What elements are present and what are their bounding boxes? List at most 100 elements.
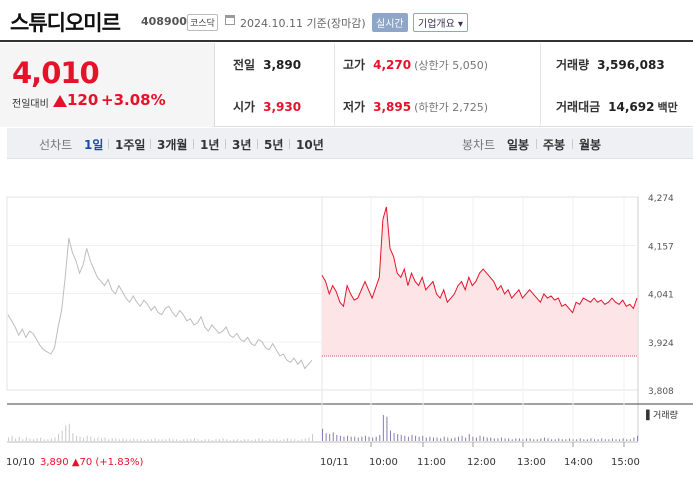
volume-bar (615, 439, 617, 441)
volume-bar (497, 438, 499, 441)
volume-bar (637, 435, 638, 441)
x-tick-label: 13:00 (517, 457, 546, 468)
volume-bar (329, 434, 331, 441)
volume-bar (118, 439, 120, 441)
volume-bar (254, 439, 256, 441)
volume-bar (561, 439, 563, 441)
volume-bar (312, 434, 313, 441)
as-of-date: 2024.10.11 기준(장마감) (240, 17, 366, 30)
volume-bar (294, 439, 296, 441)
tab-1y[interactable]: 1년 (200, 138, 220, 152)
stock-name: 스튜디오미르 (10, 11, 121, 35)
volume-bar (336, 434, 338, 441)
candle-chart-label: 봉차트 (462, 138, 496, 152)
volume-bar (322, 428, 323, 441)
volume-bar (154, 438, 156, 441)
volume-bar (86, 435, 88, 441)
volume-bar (47, 439, 49, 441)
volume-bar (61, 430, 63, 441)
volume-bar (479, 435, 481, 441)
volume-bar (304, 438, 306, 441)
volume-bar (518, 438, 520, 441)
volume-bar (193, 438, 195, 441)
volume-bar (590, 438, 592, 441)
volume-bar (511, 439, 513, 441)
volume-bar (97, 437, 99, 441)
volume-bar-icon: ▌ (645, 409, 653, 421)
volume-bar (219, 439, 221, 441)
volume-bar (172, 439, 174, 441)
volume-bar (269, 439, 271, 441)
stock-header: 스튜디오미르 408900 코스닥 2024.10.11 기준(장마감) 실시간… (0, 0, 693, 42)
amount-label: 거래대금 (556, 100, 601, 114)
volume-bar (454, 437, 456, 441)
volume-bar (186, 439, 188, 441)
tab-3m[interactable]: 3개월 (157, 138, 188, 152)
current-price: 4,010 (12, 56, 100, 90)
x-axis-labels: 10/10 10/11 10:00 11:00 12:00 13:00 14:00 15:00 (6, 457, 640, 468)
tab-3y[interactable]: 3년 (232, 138, 252, 152)
volume-bar (393, 433, 395, 441)
company-info-button[interactable]: 기업개요 ▾ (413, 13, 468, 32)
volume-bar (486, 437, 488, 441)
y-tick-label: 4,041 (648, 291, 674, 301)
tab-weekly-candle[interactable]: 주봉 (543, 138, 566, 152)
tab-1w[interactable]: 1주일 (115, 138, 146, 152)
volume-bar (558, 438, 560, 441)
volume-bar (364, 435, 366, 441)
y-tick-label: 4,274 (648, 194, 674, 204)
volume-bar (79, 436, 81, 441)
volume-bar (100, 438, 102, 441)
volume-bar (50, 438, 52, 441)
volume-bar (375, 436, 377, 441)
volume-bar (572, 439, 574, 441)
tab-monthly-candle[interactable]: 월봉 (579, 138, 602, 152)
volume-bar (133, 438, 135, 441)
volume-bar (447, 437, 449, 441)
volume-bar (261, 439, 263, 441)
volume-bar (75, 435, 77, 441)
volume-bar (25, 437, 27, 441)
volume-bar (354, 436, 356, 441)
volume-bar (461, 435, 463, 441)
volume-bar (272, 439, 274, 441)
change-value: 120 (67, 91, 99, 109)
volume-bar (286, 438, 288, 441)
volume-bar (126, 439, 128, 441)
volume-bar (350, 436, 352, 441)
volume-bar (529, 438, 531, 441)
volume-bar (458, 436, 460, 441)
volume-bar (147, 439, 149, 441)
volume-bar (415, 435, 417, 441)
volume-bar (386, 416, 388, 441)
volume-bar (533, 439, 535, 441)
divider (150, 139, 151, 149)
volume-bar (18, 436, 20, 441)
volume-bar (382, 415, 384, 441)
volume-bar (265, 440, 267, 441)
volume-bar (276, 439, 278, 441)
x-tick-label: 10/10 (6, 457, 35, 468)
tab-10y[interactable]: 10년 (296, 138, 324, 152)
volume-bar (554, 439, 556, 441)
tab-5y[interactable]: 5년 (264, 138, 284, 152)
volume-bar (108, 439, 110, 441)
realtime-button[interactable]: 실시간 (372, 13, 408, 32)
volume-bar (201, 440, 203, 441)
tab-1d[interactable]: 1일 (84, 138, 104, 152)
volume-bar (279, 440, 281, 441)
volume-axis-label: ▌거래량 (645, 409, 678, 421)
volume-bar (22, 439, 24, 441)
volume-bar (251, 440, 253, 441)
amount-unit: 백만 (657, 101, 678, 114)
volume-bar (258, 438, 260, 441)
volume-bar (129, 439, 131, 441)
tab-daily-candle[interactable]: 일봉 (507, 138, 530, 152)
high-label: 고가 (343, 58, 366, 72)
volume-bar (508, 438, 510, 441)
volume-bar (158, 439, 160, 441)
volume-bar (411, 434, 413, 441)
volume-bar (468, 434, 470, 441)
price-chart[interactable]: 4,274 4,157 4,041 3,924 3,808 10/10 10/11 10:0… (0, 160, 693, 480)
volume-bar (176, 439, 178, 441)
